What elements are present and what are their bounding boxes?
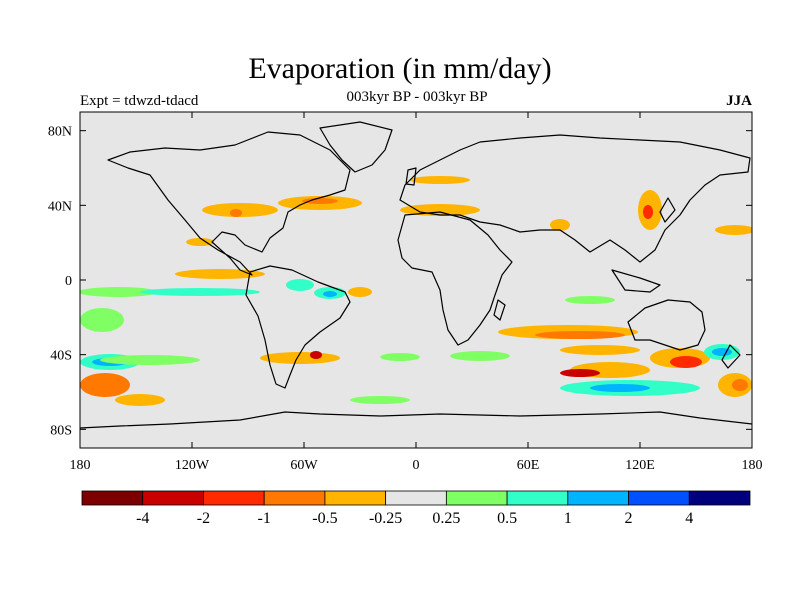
anomaly-patch [560, 369, 600, 377]
anomaly-patch [310, 351, 322, 359]
colorbar-label: 0.5 [497, 510, 517, 527]
anomaly-patch [670, 356, 702, 368]
anomaly-patch [100, 355, 200, 365]
anomaly-patch [230, 209, 242, 217]
colorbar-label: 2 [625, 510, 633, 527]
y-tick-label: 80N [48, 125, 72, 140]
coastline-japan [659, 197, 676, 223]
anomaly-patch [643, 205, 653, 219]
coastline-australia [627, 299, 706, 351]
map-ticks: 180 120W 60W 0 60E 120E 180 80N 40N 0 40S 80S [48, 112, 763, 473]
colorbar-label: -2 [197, 510, 210, 527]
x-tick-label: 120W [175, 458, 210, 473]
colorbar: -4 -2 -1 -0.5 -0.25 0.25 0.5 1 2 4 [81, 490, 751, 527]
colorbar-swatch [324, 490, 387, 506]
anomaly-patch [140, 288, 260, 296]
colorbar-swatch [688, 490, 751, 506]
coastline-africa [397, 211, 513, 346]
colorbar-swatch [445, 490, 508, 506]
y-tick-label: 40N [48, 199, 72, 214]
y-tick-label: 40S [50, 349, 72, 364]
anomaly-patch [202, 203, 278, 217]
x-tick-label: 60W [290, 458, 318, 473]
x-tick-label: 0 [413, 458, 420, 473]
anomaly-patch [410, 176, 470, 184]
map-background [80, 112, 752, 448]
colorbar-swatch [142, 490, 204, 506]
coastline-new-zealand [721, 344, 741, 369]
season-label: JJA [726, 93, 752, 109]
anomaly-patch [712, 348, 732, 356]
coastline-eurasia [399, 134, 751, 263]
anomaly-patch [565, 296, 615, 304]
anomaly-patch [80, 308, 124, 332]
coastlines [80, 121, 752, 429]
colorbar-label: 1 [564, 510, 572, 527]
anomaly-patch [590, 384, 650, 392]
colorbar-label: 0.25 [432, 510, 460, 527]
anomaly-patch [400, 204, 480, 216]
x-tick-label: 180 [742, 458, 763, 473]
anomaly-patch [348, 287, 372, 297]
colorbar-label: -0.5 [312, 510, 337, 527]
coastline-indonesia [611, 269, 661, 293]
colorbar-label: 4 [685, 510, 693, 527]
anomaly-patch [302, 198, 338, 204]
figure-title: Evaporation (in mm/day) [248, 52, 552, 85]
x-tick-label: 60E [517, 458, 540, 473]
coastline-british-isles [405, 167, 417, 186]
colorbar-swatch [385, 490, 447, 506]
colorbar-swatch [506, 490, 569, 506]
colorbar-label: -4 [136, 510, 149, 527]
colorbar-label: -0.25 [369, 510, 402, 527]
anomaly-patch [80, 373, 130, 397]
colorbar-swatch [81, 490, 144, 506]
anomaly-patch [186, 238, 214, 246]
anomaly-patch [286, 279, 314, 291]
anomaly-patch [80, 287, 158, 297]
anomaly-patch [550, 219, 570, 231]
anomaly-patch [715, 225, 752, 235]
y-tick-label: 0 [65, 274, 72, 289]
coastline-antarctica [80, 411, 752, 429]
colorbar-swatch [263, 490, 326, 506]
x-tick-label: 120E [625, 458, 655, 473]
figure-subtitle: 003kyr BP - 003kyr BP [346, 89, 488, 105]
anomaly-patch [350, 396, 410, 404]
anomaly-patch [535, 331, 625, 339]
experiment-label: Expt = tdwzd-tdacd [80, 93, 199, 109]
coastline-madagascar [493, 299, 506, 321]
anomaly-patch [380, 353, 420, 361]
colorbar-swatch [567, 490, 629, 506]
colorbar-swatch [628, 490, 690, 506]
x-tick-label: 180 [70, 458, 91, 473]
anomaly-patch [450, 351, 510, 361]
coastline-south-america [245, 265, 351, 389]
coastline-north-america [107, 131, 351, 276]
coastline-greenland [319, 121, 393, 173]
anomaly-patch [323, 291, 337, 297]
colorbar-label: -1 [258, 510, 271, 527]
colorbar-swatch [203, 490, 265, 506]
anomaly-patch [560, 345, 640, 355]
anomaly-patch [732, 379, 748, 391]
y-tick-label: 80S [50, 423, 72, 438]
anomaly-patch [115, 394, 165, 406]
